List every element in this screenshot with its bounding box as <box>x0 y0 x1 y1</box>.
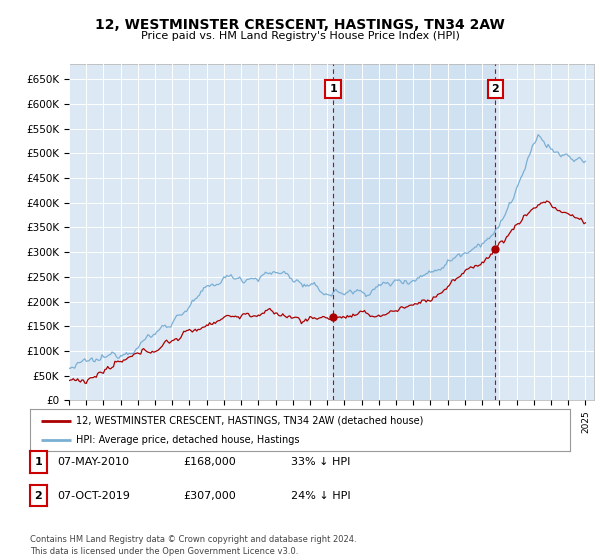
Text: 1: 1 <box>329 84 337 94</box>
Text: Contains HM Land Registry data © Crown copyright and database right 2024.
This d: Contains HM Land Registry data © Crown c… <box>30 535 356 556</box>
Text: 12, WESTMINSTER CRESCENT, HASTINGS, TN34 2AW: 12, WESTMINSTER CRESCENT, HASTINGS, TN34… <box>95 18 505 32</box>
Text: £168,000: £168,000 <box>183 457 236 467</box>
Text: 1: 1 <box>35 457 42 467</box>
Text: 07-OCT-2019: 07-OCT-2019 <box>57 491 130 501</box>
Text: 33% ↓ HPI: 33% ↓ HPI <box>291 457 350 467</box>
Text: 24% ↓ HPI: 24% ↓ HPI <box>291 491 350 501</box>
Text: 12, WESTMINSTER CRESCENT, HASTINGS, TN34 2AW (detached house): 12, WESTMINSTER CRESCENT, HASTINGS, TN34… <box>76 416 423 426</box>
Bar <box>333 64 496 400</box>
Text: HPI: Average price, detached house, Hastings: HPI: Average price, detached house, Hast… <box>76 435 299 445</box>
Text: £307,000: £307,000 <box>183 491 236 501</box>
Text: Price paid vs. HM Land Registry's House Price Index (HPI): Price paid vs. HM Land Registry's House … <box>140 31 460 41</box>
Text: 07-MAY-2010: 07-MAY-2010 <box>57 457 129 467</box>
Text: 2: 2 <box>35 491 42 501</box>
Text: 2: 2 <box>491 84 499 94</box>
